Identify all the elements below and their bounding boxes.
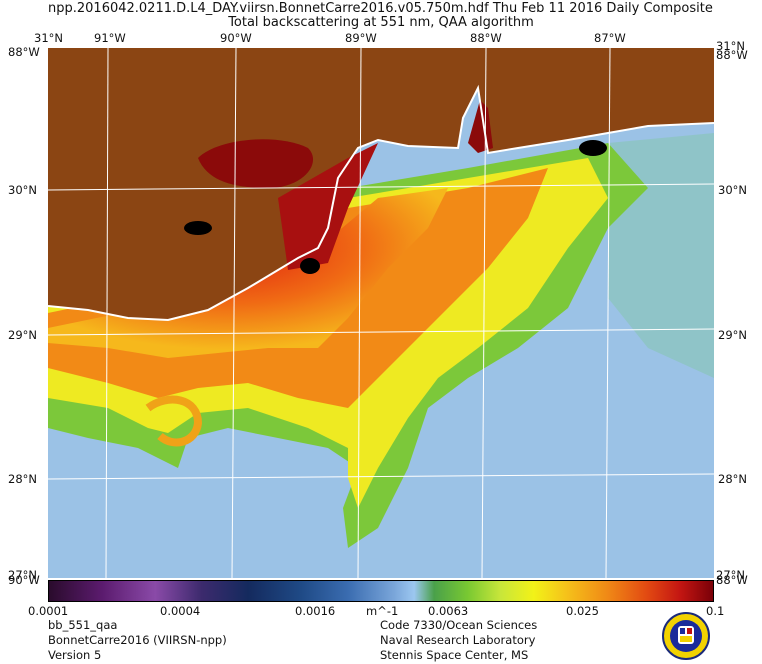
lat-label-right: 28°N bbox=[718, 472, 747, 486]
satellite-map bbox=[48, 48, 714, 578]
masked-area bbox=[579, 140, 607, 156]
lat-corner-top-left: 31°N bbox=[34, 31, 63, 45]
masked-area bbox=[300, 258, 320, 274]
colorbar-tick: 0.025 bbox=[566, 604, 599, 618]
lat-label-right: 30°N bbox=[718, 183, 747, 197]
colorbar-tick: 0.0016 bbox=[295, 604, 336, 618]
colorbar-tick: 0.0063 bbox=[428, 604, 469, 618]
lat-corner-top-right: 31°N bbox=[716, 39, 745, 53]
land-mass bbox=[48, 48, 714, 320]
footer-right-line: Naval Research Laboratory bbox=[380, 633, 536, 647]
corner-left-lower: 90°W bbox=[8, 573, 40, 587]
coastal-marsh bbox=[278, 143, 378, 270]
coastline bbox=[48, 84, 714, 322]
colorbar-unit: m^-1 bbox=[366, 604, 399, 618]
lon-label-top: 89°W bbox=[345, 31, 377, 45]
lat-label-left: 29°N bbox=[8, 328, 37, 342]
lon-label-top: 87°W bbox=[594, 31, 626, 45]
footer-right-line: Stennis Space Center, MS bbox=[380, 648, 529, 662]
title-line-1: npp.2016042.0211.D.L4_DAY.viirsn.BonnetC… bbox=[48, 1, 713, 16]
colorbar-tick: 0.0004 bbox=[160, 604, 201, 618]
lake-pontchartrain bbox=[198, 139, 314, 188]
footer-right-line: Code 7330/Ocean Sciences bbox=[380, 618, 538, 632]
corner-bottom-left: 27°N bbox=[8, 568, 37, 582]
corner-bottom-right: 27°N bbox=[716, 568, 745, 582]
corner-right-upper: 88°W bbox=[716, 48, 748, 62]
lat-label-right: 29°N bbox=[718, 328, 747, 342]
graticule bbox=[48, 48, 714, 578]
title-line-2: Total backscattering at 551 nm, QAA algo… bbox=[228, 15, 534, 30]
lon-label-top: 88°W bbox=[470, 31, 502, 45]
corner-right-lower: 88°W bbox=[716, 573, 748, 587]
lon-label-top: 90°W bbox=[220, 31, 252, 45]
nrl-seal-logo bbox=[662, 612, 710, 660]
colorbar-tick: 0.1 bbox=[706, 604, 725, 618]
lon-label-top: 91°W bbox=[94, 31, 126, 45]
colorbar-tick: 0.0001 bbox=[28, 604, 69, 618]
corner-left-upper: 88°W bbox=[8, 45, 40, 59]
lat-label-left: 30°N bbox=[8, 183, 37, 197]
footer-left-line: bb_551_qaa bbox=[48, 618, 118, 632]
masked-area bbox=[184, 221, 212, 235]
west-eddy bbox=[145, 395, 203, 447]
colorbar bbox=[48, 580, 714, 602]
footer-left-line: BonnetCarre2016 (VIIRSN-npp) bbox=[48, 633, 227, 647]
footer-left-line: Version 5 bbox=[48, 648, 102, 662]
lat-label-left: 28°N bbox=[8, 472, 37, 486]
